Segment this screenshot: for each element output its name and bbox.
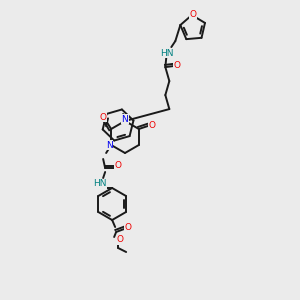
Text: O: O	[189, 10, 197, 19]
Text: HN: HN	[93, 179, 107, 188]
Text: N: N	[106, 140, 112, 149]
Text: O: O	[124, 224, 132, 232]
Text: O: O	[115, 161, 122, 170]
Text: O: O	[174, 61, 181, 70]
Text: O: O	[148, 121, 155, 130]
Text: O: O	[100, 112, 106, 122]
Text: N: N	[122, 115, 128, 124]
Text: HN: HN	[160, 49, 174, 58]
Text: O: O	[117, 236, 124, 244]
